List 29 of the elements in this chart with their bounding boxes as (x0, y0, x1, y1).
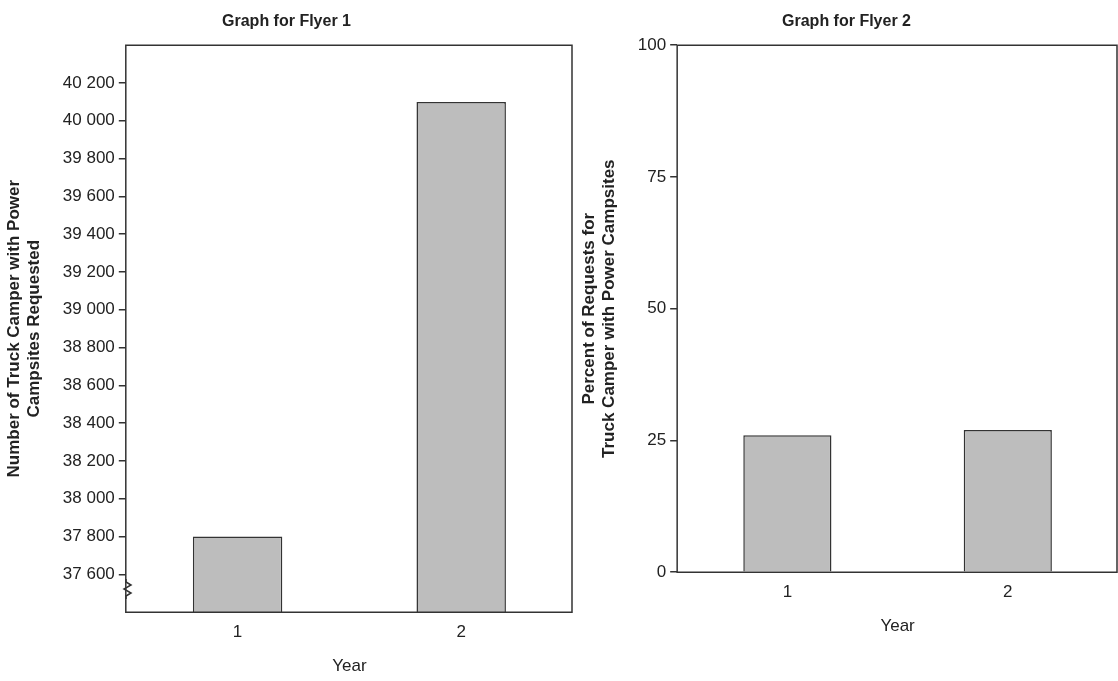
y-tick-label: 39 600 (62, 186, 115, 206)
y-tick-label: 38 800 (62, 337, 115, 357)
y-tick-label: 25 (647, 430, 667, 450)
y-tick-label: 50 (647, 298, 667, 318)
y-tick-label: 40 000 (62, 110, 115, 130)
chart-title: Graph for Flyer 1 (222, 12, 352, 30)
y-axis-title: Percent of Requests for Truck Camper with Power Campsites (578, 159, 619, 458)
chart-title: Graph for Flyer 2 (782, 12, 912, 30)
y-tick-label: 39 000 (62, 299, 115, 319)
y-tick-label: 40 200 (62, 72, 115, 92)
x-tick-label: 2 (456, 622, 466, 642)
y-tick-label: 39 400 (62, 223, 115, 243)
x-tick-label: 1 (232, 622, 243, 642)
y-tick-label: 37 600 (62, 564, 115, 584)
y-tick-label: 38 200 (62, 450, 115, 470)
y-tick-label: 75 (647, 166, 667, 186)
y-axis-title: Number of Truck Camper with Power Campsites Requested (3, 179, 44, 478)
y-tick-label: 0 (656, 561, 667, 581)
y-tick-label: 39 200 (62, 261, 115, 281)
y-tick-label: 38 600 (62, 375, 115, 395)
y-tick-label: 37 800 (62, 526, 115, 546)
x-axis-title: Year (880, 616, 916, 636)
y-tick-label: 100 (637, 34, 667, 54)
x-tick-label: 2 (1003, 582, 1013, 602)
y-tick-label: 38 400 (62, 412, 115, 432)
x-tick-label: 1 (782, 582, 793, 602)
x-axis-title: Year (332, 656, 367, 676)
y-tick-label: 39 800 (62, 148, 115, 168)
y-tick-label: 38 000 (62, 488, 115, 508)
